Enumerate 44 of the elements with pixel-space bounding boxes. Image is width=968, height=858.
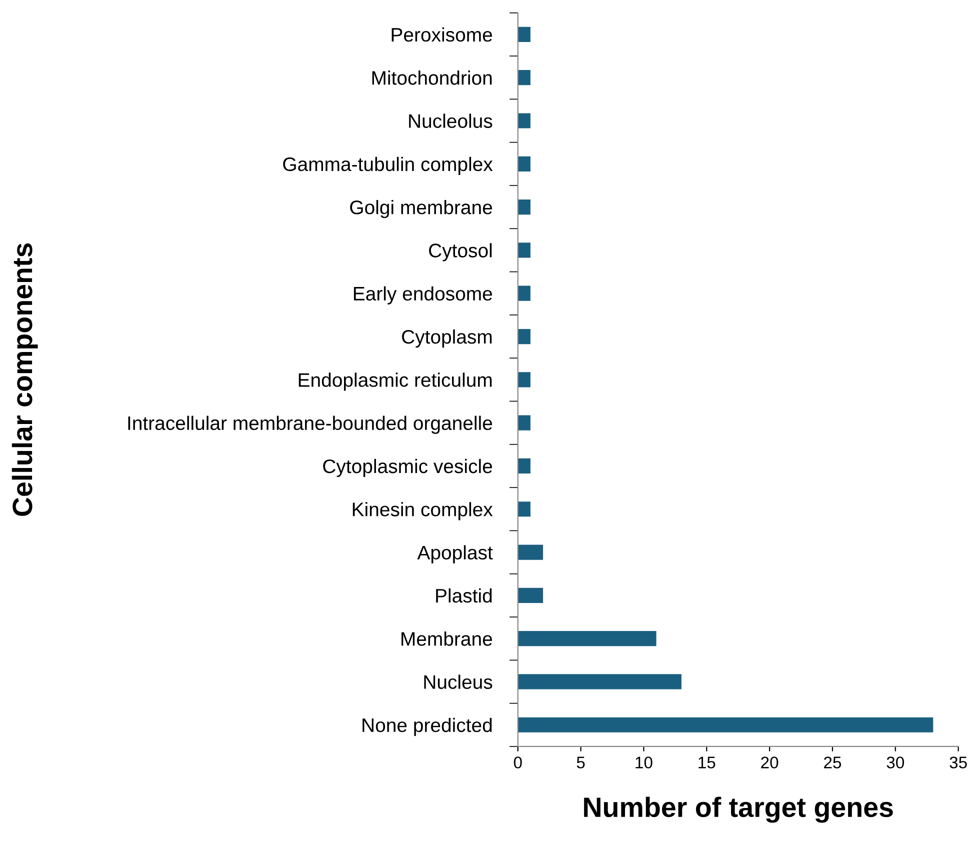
bar [518,328,530,344]
bar [518,588,544,603]
x-tick-label: 5 [576,756,585,768]
y-tick-label: Endoplasmic reticulum [298,372,492,391]
y-tick-label: Cytosol [429,243,492,262]
y-tick-label: Early endosome [354,286,492,304]
bar [518,242,530,258]
x-tick-label: 25 [824,756,842,768]
bar [518,458,530,474]
x-tick-label: 20 [761,756,778,768]
bar [518,631,656,646]
bar [518,156,530,172]
y-tick-label: Golgi membrane [350,200,492,218]
bar [518,200,530,215]
bar [518,286,530,301]
y-tick-label: None predicted [362,718,492,736]
x-tick-label: 0 [514,756,522,768]
y-tick-label: Mitochondrion [372,70,492,85]
bar [518,372,530,388]
bar [518,674,682,690]
y-tick-label: Intracellular membrane-bounded organelle [128,416,492,434]
x-tick-label: 30 [886,756,904,768]
y-tick-label: Nucleolus [409,114,492,128]
y-tick-label: Nucleus [424,674,492,689]
bar [518,70,530,86]
bar [518,717,934,732]
x-tick-label: 35 [950,756,967,768]
bar [518,113,530,128]
y-tick-label: Kinesin complex [352,502,493,520]
y-tick-label: Gamma-tubulin complex [283,156,493,175]
y-tick-label: Cytoplasmic vesicle [323,458,492,478]
y-axis-title: Cellular components [12,243,38,516]
x-tick-label: 15 [698,756,716,768]
bar [518,26,530,42]
bar [518,502,530,517]
x-tick-label: 10 [636,756,652,768]
y-tick-label: Plastid [436,588,492,603]
y-tick-label: Cytoplasm [402,329,492,348]
y-tick-label: Membrane [402,632,492,646]
y-tick-label: Apoplast [417,545,493,564]
bar [518,415,530,430]
bar [518,544,544,560]
x-axis-title: Number of target genes [584,796,893,823]
y-tick-label: Peroxisome [392,27,492,42]
